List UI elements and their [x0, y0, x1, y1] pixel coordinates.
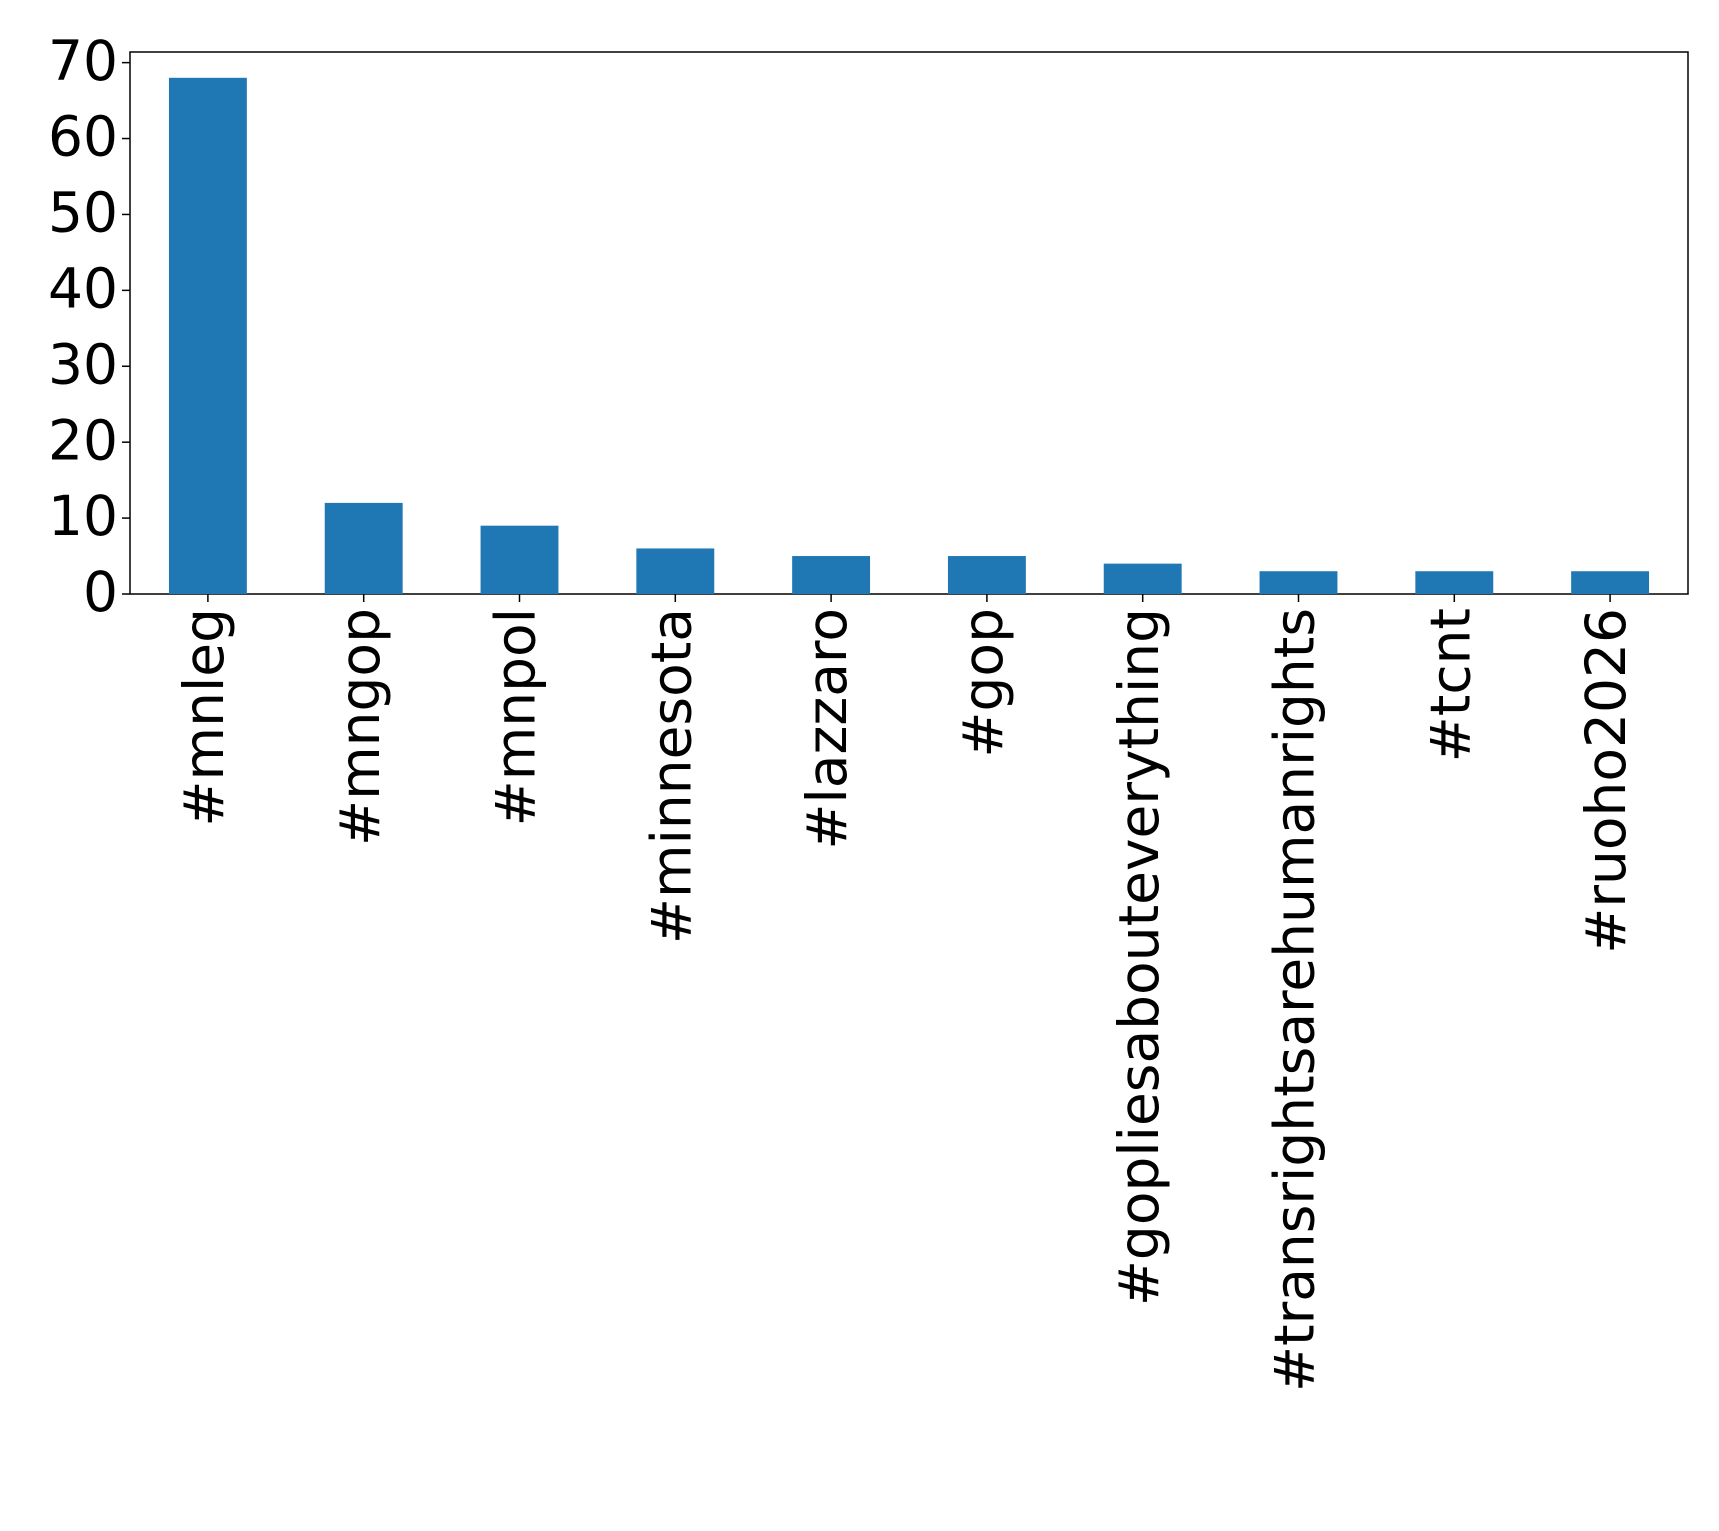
y-tick-label: 30	[48, 332, 118, 396]
bar	[324, 502, 403, 594]
bar	[1415, 571, 1494, 594]
x-tick-label: #tcnt	[1418, 608, 1482, 762]
x-tick-label: #gopliesabouteverything	[1107, 608, 1171, 1306]
y-tick-label: 70	[48, 29, 118, 93]
y-tick-label: 0	[83, 560, 118, 624]
x-tick-label: #lazzaro	[795, 608, 859, 850]
y-tick-label: 10	[48, 484, 118, 548]
x-tick-label: #mnleg	[172, 608, 236, 827]
bar	[792, 556, 871, 594]
x-tick-label: #gop	[951, 608, 1015, 758]
bar	[480, 525, 559, 594]
bar	[168, 77, 247, 595]
bar	[1259, 571, 1338, 594]
bar	[1571, 571, 1650, 594]
plot-frame	[129, 51, 1689, 595]
bar	[636, 548, 715, 594]
y-tick-label: 50	[48, 181, 118, 245]
x-tick-label: #mngop	[328, 608, 392, 846]
x-tick-label: #ruoho2026	[1574, 608, 1638, 954]
x-tick-label: #mnpol	[484, 608, 548, 826]
bar	[947, 556, 1026, 594]
x-tick-label: #transrightsarehumanrights	[1263, 608, 1327, 1392]
y-tick-label: 20	[48, 408, 118, 472]
bar	[1103, 563, 1182, 594]
y-tick-label: 40	[48, 256, 118, 320]
y-tick-label: 60	[48, 105, 118, 169]
x-tick-label: #minnesota	[639, 608, 703, 944]
